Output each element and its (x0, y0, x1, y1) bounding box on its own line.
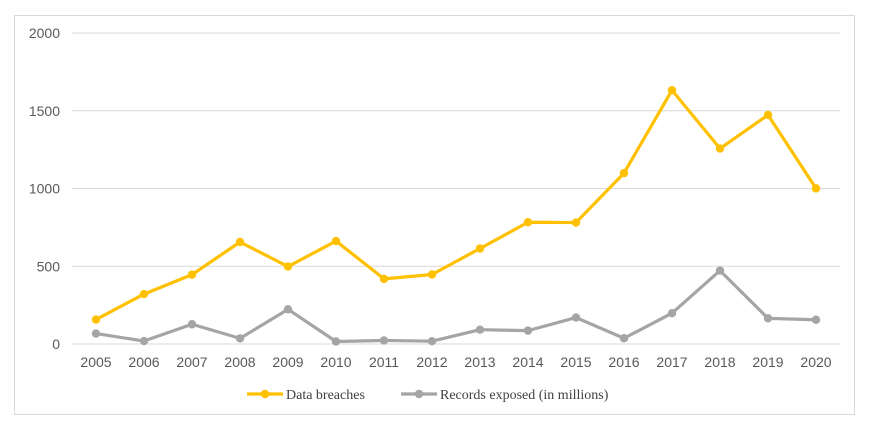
data-point (523, 326, 533, 335)
data-point (379, 336, 389, 345)
x-tick-label: 2010 (320, 354, 351, 370)
series-line (94, 269, 818, 344)
data-point (283, 305, 293, 314)
x-axis-ticks: 2005 2006 2007 2008 2009 2010 2011 2012 2013 2014… (80, 354, 831, 370)
y-tick-label: 0 (52, 336, 60, 352)
data-point (619, 334, 629, 343)
data-point (427, 337, 437, 346)
data-point (667, 86, 677, 95)
data-point (139, 289, 149, 299)
x-tick-label: 2013 (464, 354, 495, 370)
legend-item: Records exposed (in millions) (401, 388, 609, 403)
data-point (715, 266, 725, 275)
data-point (139, 336, 149, 346)
data-point (235, 334, 245, 343)
data-point (811, 315, 821, 324)
data-point (91, 315, 101, 324)
x-tick-label: 2016 (608, 354, 639, 370)
data-point (379, 274, 389, 284)
x-tick-label: 2017 (656, 354, 687, 370)
data-point (475, 325, 485, 334)
data-point (619, 168, 629, 178)
legend: Data breaches Records exposed (in million… (247, 388, 609, 403)
x-tick-label: 2009 (272, 354, 303, 370)
legend-item: Data breaches (247, 388, 365, 403)
data-point (475, 244, 485, 253)
data-point (283, 262, 293, 271)
y-tick-label: 1000 (29, 181, 60, 197)
data-point (811, 184, 821, 193)
chart-frame (14, 15, 855, 415)
x-tick-label: 2015 (560, 354, 591, 370)
data-point (763, 110, 773, 120)
x-tick-label: 2020 (800, 354, 831, 370)
x-tick-label: 2007 (176, 354, 207, 370)
x-tick-label: 2019 (752, 354, 783, 370)
x-tick-label: 2008 (224, 354, 255, 370)
data-point (187, 320, 197, 329)
x-tick-label: 2006 (128, 354, 159, 370)
legend-label: Data breaches (286, 388, 365, 403)
legend-label: Records exposed (in millions) (440, 388, 609, 403)
data-point (235, 237, 245, 247)
y-tick-label: 1500 (29, 103, 60, 119)
data-point (523, 218, 533, 227)
y-tick-label: 500 (37, 258, 61, 274)
data-point (667, 309, 677, 318)
data-point (331, 236, 341, 246)
x-tick-label: 2005 (80, 354, 111, 370)
x-tick-label: 2014 (512, 354, 543, 370)
gridlines (72, 32, 840, 345)
data-point (715, 144, 725, 153)
data-point (91, 329, 101, 338)
series-data-breaches (91, 86, 821, 324)
series-group (91, 86, 821, 346)
series-line (94, 88, 818, 322)
x-tick-label: 2018 (704, 354, 735, 370)
x-tick-label: 2012 (416, 354, 447, 370)
data-point (427, 270, 437, 279)
y-axis-ticks: 0 500 1000 1500 2000 (29, 25, 60, 352)
series-records-exposed-in-millions (91, 266, 821, 346)
data-point (187, 270, 197, 279)
legend-swatch-marker (260, 389, 270, 399)
data-point (571, 218, 581, 227)
y-tick-label: 2000 (29, 25, 60, 41)
data-point (571, 313, 581, 322)
data-point (763, 314, 773, 323)
legend-swatch-marker (414, 389, 424, 399)
x-tick-label: 2011 (369, 354, 399, 370)
data-point (331, 337, 341, 346)
